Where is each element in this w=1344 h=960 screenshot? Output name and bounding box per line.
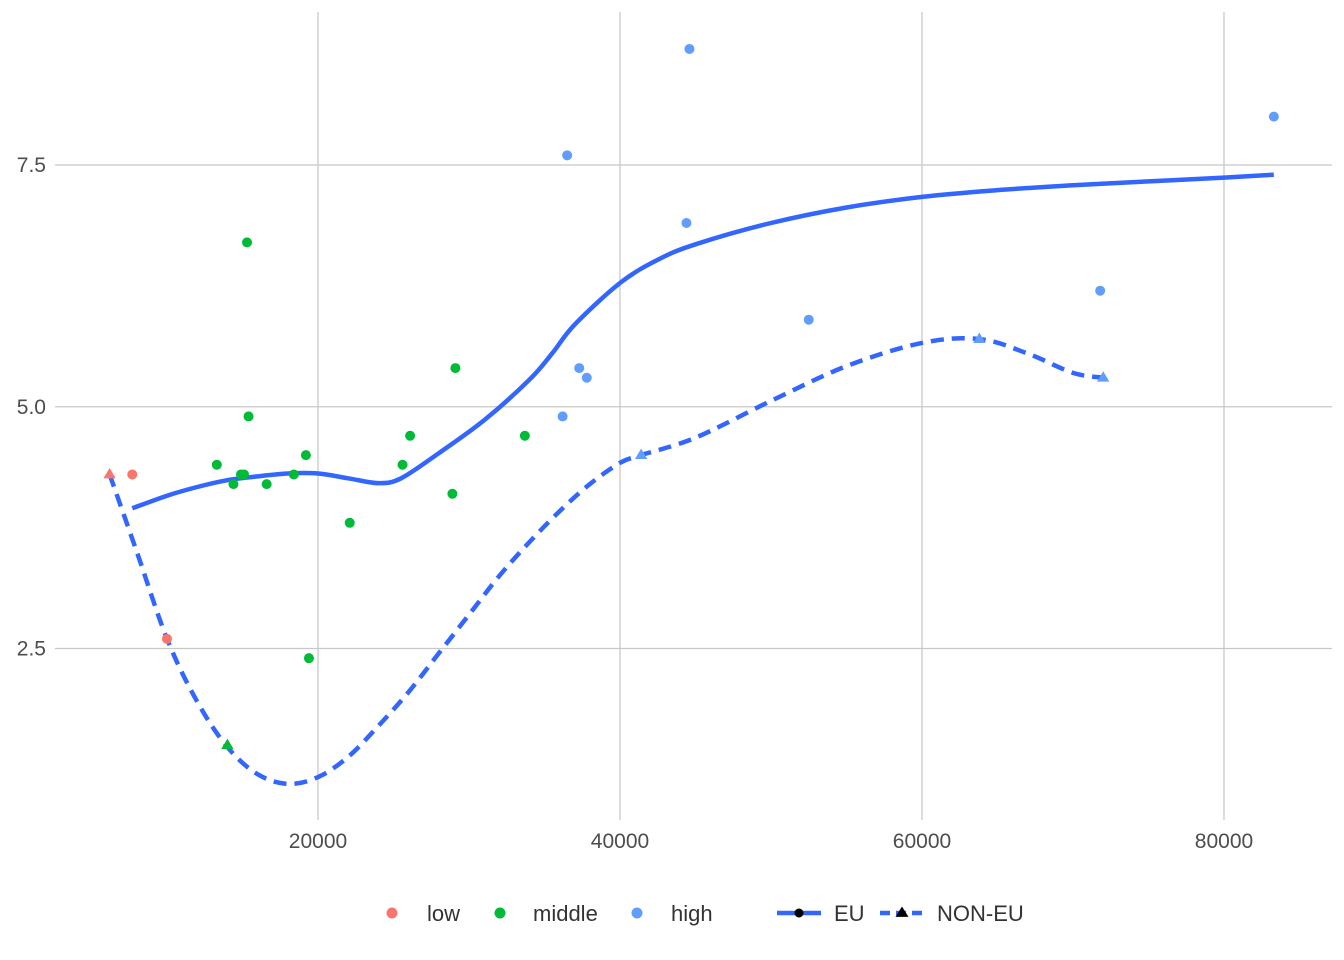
data-point-circle	[803, 314, 814, 325]
data-point-circle	[288, 469, 299, 480]
data-point-circle	[581, 372, 592, 383]
data-point-circle	[228, 479, 239, 490]
legend-label-non-eu: NON-EU	[937, 901, 1024, 926]
legend-shape-non-eu	[895, 906, 909, 917]
x-tick-label: 40000	[591, 830, 649, 853]
x-tick-label: 20000	[289, 830, 347, 853]
data-point-circle	[405, 430, 416, 441]
data-point-circle	[1095, 285, 1106, 296]
data-point-circle	[303, 653, 314, 664]
smooth-line-eu	[131, 172, 1274, 511]
data-point-circle	[261, 479, 272, 490]
data-point-triangle	[973, 332, 986, 343]
data-point-circle	[519, 430, 530, 441]
legend-label-high: high	[671, 901, 713, 926]
data-point-circle	[211, 459, 222, 470]
data-point-triangle	[634, 448, 648, 459]
legend-key-high	[631, 907, 643, 919]
legend-key-middle	[494, 907, 506, 919]
data-point-circle	[344, 517, 355, 528]
x-tick-label: 80000	[1195, 830, 1253, 853]
smooth-line-non-eu	[107, 336, 1104, 787]
legend-shape-eu	[794, 908, 804, 918]
x-tick-label: 60000	[893, 830, 951, 853]
data-point-circle	[162, 633, 172, 644]
y-tick-label: 5.0	[17, 396, 46, 419]
axis-ticks: 20000 40000 60000 80000 2.5 5.0 7.5	[17, 154, 1253, 853]
legend-label-low: low	[427, 901, 460, 926]
data-point-circle	[557, 411, 568, 422]
data-point-circle	[1268, 111, 1279, 122]
legend-label-middle: middle	[533, 901, 598, 926]
y-tick-label: 7.5	[17, 154, 46, 177]
legend-key-low	[386, 907, 398, 919]
data-point-circle	[684, 43, 695, 54]
smooth-lines	[107, 172, 1274, 787]
data-point-circle	[397, 459, 408, 470]
grid	[55, 12, 1332, 820]
data-point-triangle	[103, 467, 116, 479]
data-point-circle	[239, 469, 250, 480]
data-points	[103, 43, 1279, 750]
y-tick-label: 2.5	[17, 638, 46, 661]
data-point-circle	[450, 363, 461, 374]
data-point-circle	[300, 450, 311, 461]
data-point-circle	[447, 488, 458, 499]
data-point-circle	[243, 411, 254, 422]
data-point-triangle	[1097, 371, 1110, 382]
data-point-circle	[681, 218, 692, 229]
legend: low middle high EU NON-EU	[386, 901, 1024, 926]
data-point-circle	[127, 469, 138, 480]
data-point-triangle	[221, 738, 234, 750]
legend-label-eu: EU	[834, 901, 865, 926]
data-point-circle	[242, 237, 253, 248]
data-point-circle	[562, 150, 573, 161]
data-point-circle	[574, 363, 585, 374]
